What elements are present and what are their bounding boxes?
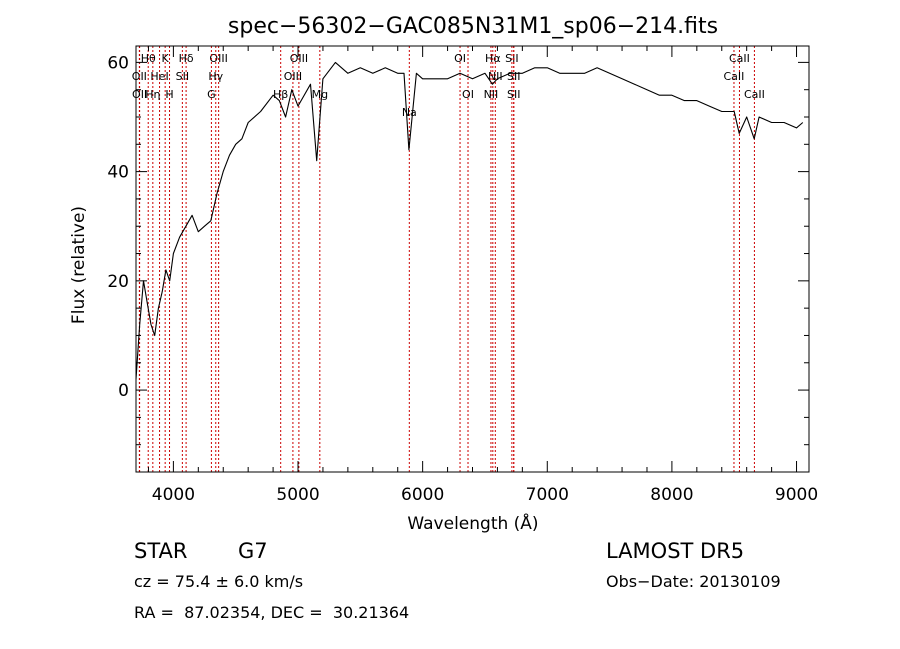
object-subclass: G7: [238, 539, 268, 563]
plot-frame: [135, 45, 810, 473]
spectral-line-label: G: [207, 88, 216, 101]
spectral-line-label: NII: [484, 88, 499, 101]
spectral-line-label: OI: [462, 88, 474, 101]
spectral-line-label: Hδ: [179, 52, 194, 65]
y-tick-label: 60: [107, 53, 129, 73]
y-tick-label: 0: [118, 381, 129, 401]
survey-name: LAMOST DR5: [606, 539, 745, 563]
spectral-line-label: HeI: [150, 70, 168, 83]
redshift-value: cz = 75.4 ± 6.0 km/s: [134, 572, 304, 591]
x-tick-label: 4000: [152, 485, 195, 505]
y-tick-label: 20: [107, 272, 129, 292]
x-tick-label: 9000: [775, 485, 818, 505]
spectral-line-label: Hβ: [273, 88, 288, 101]
y-axis-label: Flux (relative): [69, 206, 89, 324]
spectral-line-label: OIII: [284, 70, 302, 83]
spectral-line-label: Mg: [312, 88, 328, 101]
spectral-line-label: OIII: [290, 52, 308, 65]
spectral-line-label: OI: [454, 52, 466, 65]
x-tick-label: 6000: [401, 485, 444, 505]
spectral-line-label: NII: [488, 70, 503, 83]
spectral-line-label: CaII: [729, 52, 750, 65]
spectral-line-label: CaII: [744, 88, 765, 101]
object-class: STAR: [134, 539, 188, 563]
spectral-line-label: K: [162, 52, 170, 65]
x-tick-label: 8000: [650, 485, 693, 505]
spectrum-line: [135, 61, 804, 380]
spectral-line-label: OIII: [209, 52, 227, 65]
spectral-line-label: SII: [176, 70, 189, 83]
spectral-line-label: Hα: [485, 52, 501, 65]
x-tick-label: 7000: [526, 485, 569, 505]
spectral-line-label: Hη: [145, 88, 160, 101]
spectral-line-label: Na: [402, 106, 417, 119]
spectral-line-label: CaII: [724, 70, 745, 83]
spectral-line-label: Hθ: [141, 52, 156, 65]
coordinates: RA = 87.02354, DEC = 30.21364: [134, 603, 410, 622]
x-axis-label: Wavelength (Å): [407, 512, 538, 534]
chart-title: spec−56302−GAC085N31M1_sp06−214.fits: [228, 14, 718, 39]
spectral-line-label: SII: [505, 52, 518, 65]
y-tick-label: 40: [107, 163, 129, 183]
obs-date: Obs−Date: 20130109: [606, 572, 781, 591]
x-tick-label: 5000: [276, 485, 319, 505]
spectral-line-label: H: [165, 88, 173, 101]
spectral-line-label: Hγ: [208, 70, 223, 83]
spectral-line-label: SII: [507, 88, 520, 101]
